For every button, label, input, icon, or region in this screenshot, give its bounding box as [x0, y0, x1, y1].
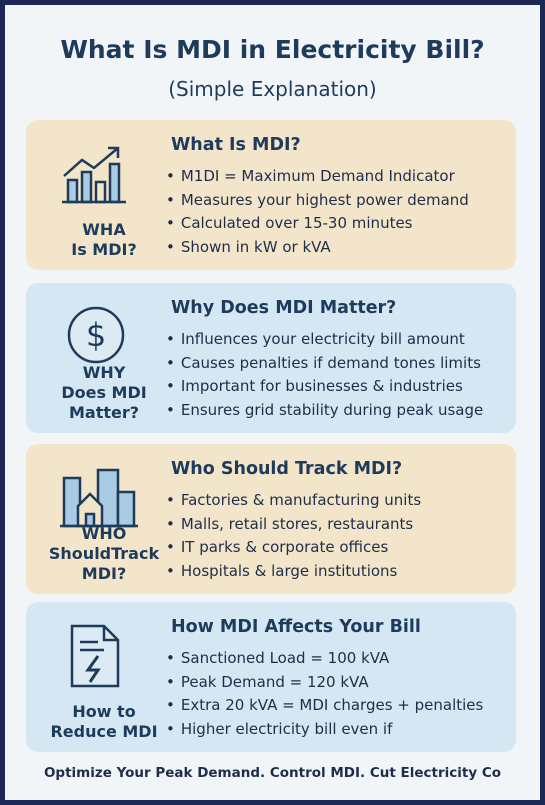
- bullet: Calculated over 15-30 minutes: [166, 212, 469, 236]
- bullet: Causes penalties if demand tones limits: [166, 352, 483, 376]
- side-label: WHA Is MDI?: [34, 220, 174, 260]
- bullet-list: M1DI = Maximum Demand IndicatorMeasures …: [166, 165, 469, 260]
- side-label: WHO ShouldTrack MDI?: [34, 524, 174, 584]
- subtitle: (Simple Explanation): [168, 77, 377, 101]
- title: What Is MDI in Electricity Bill?: [60, 35, 485, 64]
- bullet: Measures your highest power demand: [166, 189, 469, 213]
- heading: What Is MDI?: [171, 135, 301, 155]
- bullet: Higher electricity bill even if: [166, 718, 483, 742]
- bullet: IT parks & corporate offices: [166, 536, 421, 560]
- bullet: Influences your electricity bill amount: [166, 328, 483, 352]
- section: How to Reduce MDI How MDI Affects Your Bil…: [26, 602, 516, 752]
- bullet-list: Sanctioned Load = 100 kVAPeak Demand = 1…: [166, 647, 483, 742]
- bullet: Hospitals & large institutions: [166, 560, 421, 584]
- bill-icon: [70, 624, 120, 688]
- bullet-list: Factories & manufacturing unitsMalls, re…: [166, 489, 421, 584]
- svg-text:$: $: [86, 316, 106, 354]
- label-line: ShouldTrack: [48, 544, 160, 563]
- footer: Optimize Your Peak Demand. Control MDI. …: [43, 765, 502, 781]
- bullet: Ensures grid stability during peak usage: [166, 399, 483, 423]
- bullet: Factories & manufacturing units: [166, 489, 421, 513]
- section: $ WHY Does MDI Matter? Why Does MDI Matter?…: [26, 283, 516, 433]
- heading: Who Should Track MDI?: [171, 459, 403, 479]
- bullet: Peak Demand = 120 kVA: [166, 671, 483, 695]
- bullet: M1DI = Maximum Demand Indicator: [166, 165, 469, 189]
- chart-icon: [62, 146, 126, 204]
- side-label: How to Reduce MDI: [34, 702, 174, 742]
- label-line: WHO: [81, 524, 127, 543]
- bullet: Malls, retail stores, restaurants: [166, 513, 421, 537]
- label-line: Reduce MDI: [50, 722, 158, 741]
- label-line: How to: [72, 702, 136, 721]
- label-line: Does MDI: [61, 383, 147, 402]
- bullet: Important for businesses & industries: [166, 375, 483, 399]
- heading: How MDI Affects Your Bill: [171, 617, 421, 637]
- label-line: WHY: [82, 363, 126, 382]
- label-line: MDI?: [81, 564, 127, 583]
- label-line: WHA: [82, 220, 126, 239]
- label-line: Matter?: [68, 403, 140, 422]
- heading: Why Does MDI Matter?: [171, 298, 397, 318]
- bullet-list: Influences your electricity bill amountC…: [166, 328, 483, 423]
- bullet: Extra 20 kVA = MDI charges + penalties: [166, 694, 483, 718]
- bullet: Shown in kW or kVA: [166, 236, 469, 260]
- side-label: WHY Does MDI Matter?: [34, 363, 174, 423]
- dollar-icon: $: [67, 306, 125, 364]
- label-line: Is MDI?: [71, 240, 137, 259]
- bullet: Sanctioned Load = 100 kVA: [166, 647, 483, 671]
- buildings-icon: [60, 468, 138, 528]
